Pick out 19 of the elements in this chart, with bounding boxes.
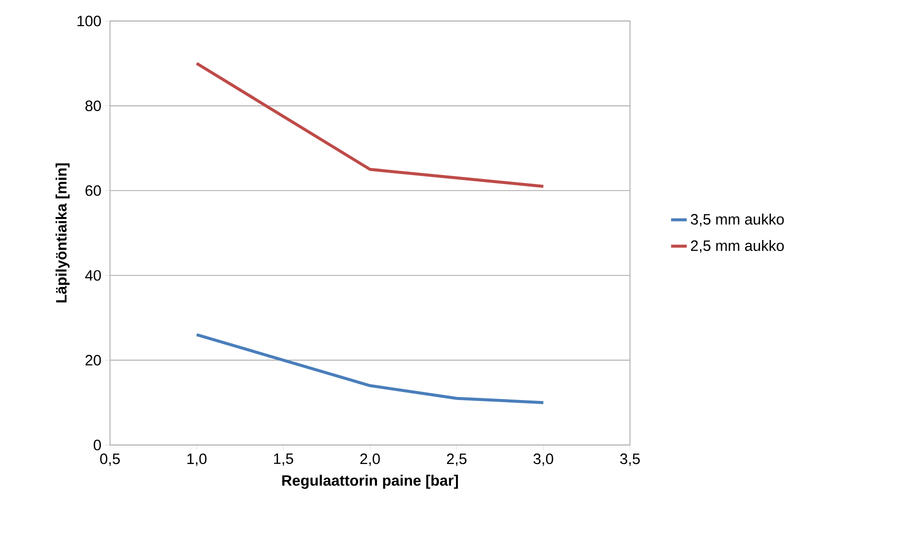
y-tick-label: 0 xyxy=(94,440,101,450)
y-tick-label: 100 xyxy=(78,16,101,26)
y-axis-title: Läpilyöntiaika [min] xyxy=(56,163,70,302)
legend-label: 3,5 mm aukko xyxy=(690,214,784,226)
x-tick-label: 3,0 xyxy=(533,454,554,466)
x-tick-label: 2,5 xyxy=(446,454,466,466)
x-tick-label: 3,5 xyxy=(620,454,640,466)
y-tick-label: 80 xyxy=(85,100,101,112)
y-tick-label: 20 xyxy=(86,354,101,366)
legend-label: 2,5 mm aukko xyxy=(691,240,784,253)
x-tick-label: 1,0 xyxy=(187,454,207,466)
y-tick-label: 60 xyxy=(86,185,101,196)
x-tick-label: 2,0 xyxy=(360,454,380,466)
line-series xyxy=(195,333,545,404)
y-tick-label: 40 xyxy=(85,270,101,281)
x-tick-label: 1,5 xyxy=(274,454,294,466)
x-axis-title: Regulaattorin paine [bar] xyxy=(282,474,458,489)
line-series xyxy=(195,62,545,188)
x-tick-label: 0,5 xyxy=(100,454,120,466)
